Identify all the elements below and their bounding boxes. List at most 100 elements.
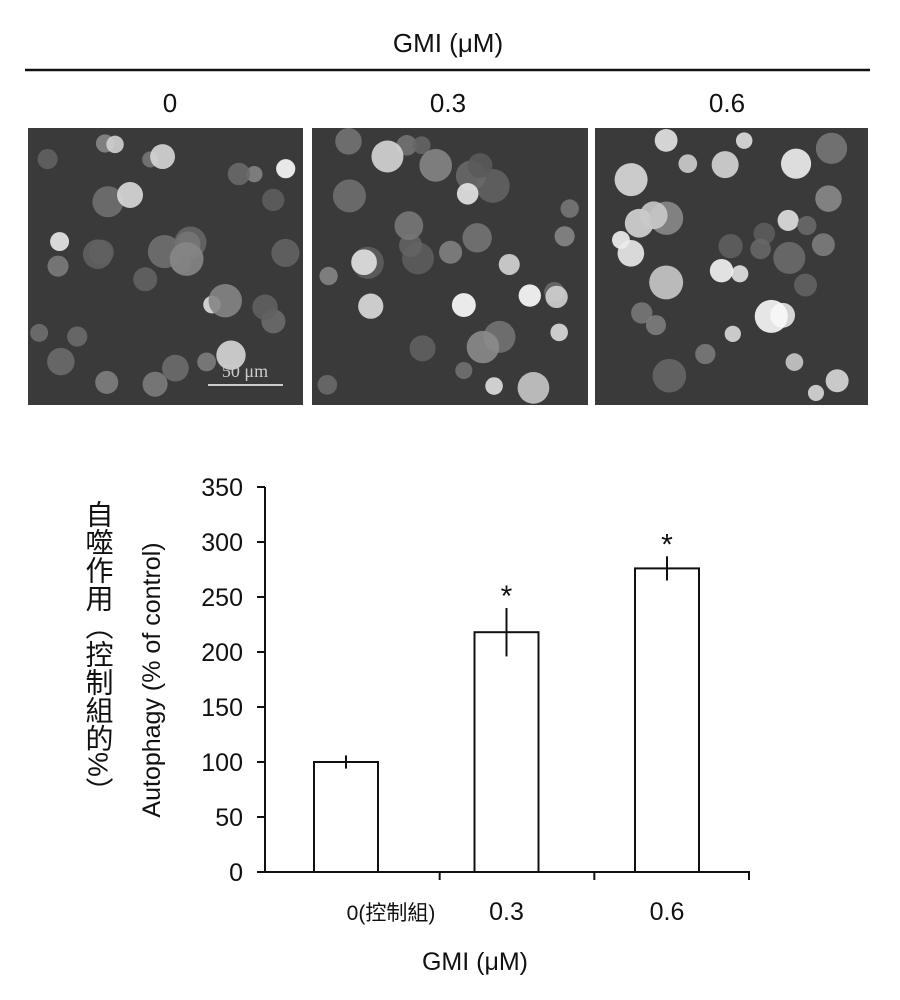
cell xyxy=(262,188,285,212)
cell xyxy=(731,265,749,283)
cell xyxy=(394,211,424,241)
cell xyxy=(797,215,817,236)
cell xyxy=(455,361,473,380)
cell xyxy=(485,377,503,395)
y-tick-label: 0 xyxy=(229,859,243,887)
cell xyxy=(208,283,242,318)
cell xyxy=(773,241,806,274)
cell xyxy=(780,148,812,179)
cell xyxy=(811,233,835,257)
cell xyxy=(197,352,216,372)
cell xyxy=(399,233,423,258)
cell xyxy=(82,239,113,270)
cell xyxy=(466,330,500,364)
significance-mark: * xyxy=(501,580,513,613)
cell xyxy=(518,284,541,307)
cell xyxy=(794,273,817,297)
panel-label: 0.3 xyxy=(430,88,466,118)
cell xyxy=(639,201,668,230)
cell xyxy=(815,185,842,212)
bar xyxy=(473,631,540,874)
cell xyxy=(631,302,653,324)
cell xyxy=(807,384,824,401)
cell xyxy=(645,315,667,336)
panel-header: GMI (μM) xyxy=(393,28,503,58)
cell xyxy=(412,136,431,155)
cell xyxy=(617,240,645,267)
cell xyxy=(37,149,58,170)
cell xyxy=(162,354,189,382)
cell xyxy=(47,347,75,376)
cell xyxy=(550,323,568,342)
cell xyxy=(106,135,124,154)
cell xyxy=(276,159,296,179)
bar xyxy=(313,761,379,873)
panel-label: 0.6 xyxy=(709,88,745,118)
cell xyxy=(456,183,479,205)
cell xyxy=(246,165,263,183)
cell xyxy=(227,162,251,186)
cell xyxy=(142,371,168,397)
cell xyxy=(117,182,144,208)
cell xyxy=(649,265,684,300)
cell xyxy=(711,151,739,179)
cell xyxy=(169,242,204,276)
cell xyxy=(777,209,799,231)
cell xyxy=(371,140,404,173)
bar xyxy=(634,567,700,874)
cell xyxy=(785,353,804,371)
y-tick-label: 250 xyxy=(201,584,243,612)
cell xyxy=(451,293,476,318)
cell xyxy=(50,232,70,252)
x-axis-label: GMI (μM) xyxy=(422,948,528,976)
scale-bar-label: 50 μm xyxy=(222,361,268,381)
cell xyxy=(462,223,492,253)
micrographs xyxy=(28,128,868,405)
cell xyxy=(825,369,849,393)
cell xyxy=(358,293,384,319)
cell xyxy=(419,149,453,182)
y-tick-label: 200 xyxy=(201,639,243,667)
cell xyxy=(317,374,338,395)
cell xyxy=(678,154,698,173)
y-tick-label: 300 xyxy=(201,529,243,557)
y-tick-label: 50 xyxy=(215,804,243,832)
significance-mark: * xyxy=(661,528,673,561)
cell xyxy=(332,179,366,213)
cell xyxy=(30,323,49,342)
cell xyxy=(654,128,678,152)
y-tick-label: 150 xyxy=(201,694,243,722)
cell xyxy=(319,266,338,286)
cell xyxy=(133,267,158,292)
cell xyxy=(750,238,771,260)
y-axis-label-en: Autophagy (% of control) xyxy=(138,542,166,817)
cell xyxy=(695,343,716,365)
cell xyxy=(724,325,741,343)
x-tick-label: 0.3 xyxy=(489,898,524,926)
y-tick-label: 350 xyxy=(201,474,243,502)
cell xyxy=(560,199,579,218)
cell xyxy=(409,335,436,362)
cell xyxy=(351,249,377,276)
cell xyxy=(47,255,69,277)
cell xyxy=(614,163,648,197)
cell xyxy=(67,326,88,347)
cell xyxy=(252,294,278,320)
cell xyxy=(709,258,734,283)
cell xyxy=(439,240,463,264)
cell xyxy=(216,340,246,370)
x-tick-label: 0(控制組) xyxy=(347,902,436,925)
x-tick-label: 0.6 xyxy=(650,898,685,926)
cell xyxy=(150,144,176,170)
cell xyxy=(517,371,550,404)
cell xyxy=(554,226,575,247)
cell xyxy=(545,285,568,309)
cell xyxy=(735,132,753,149)
cell xyxy=(718,233,743,259)
cell xyxy=(335,128,362,155)
cell xyxy=(467,153,493,178)
cell xyxy=(271,238,300,268)
cell xyxy=(815,132,848,165)
